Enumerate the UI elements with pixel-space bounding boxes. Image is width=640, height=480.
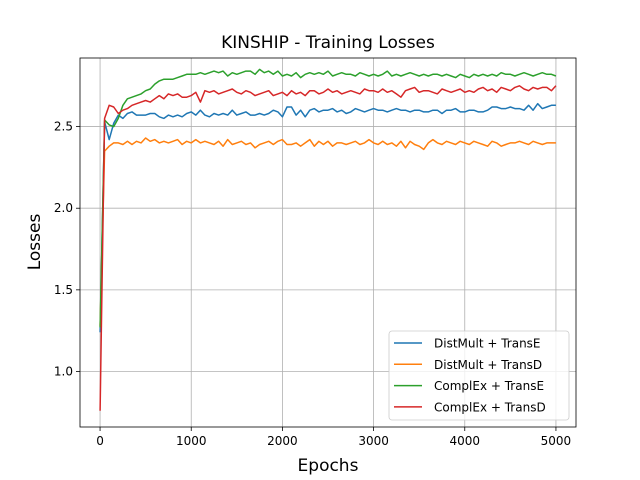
series-lines xyxy=(99,68,557,411)
series-line-2 xyxy=(99,137,556,326)
legend-label: DistMult + TransD xyxy=(434,358,542,372)
y-tick-label: 1.0 xyxy=(54,364,73,378)
series-line-3 xyxy=(99,68,557,328)
x-tick-label: 0 xyxy=(96,434,104,448)
legend-box xyxy=(388,330,570,421)
legend-label: ComplEx + TransE xyxy=(434,379,544,393)
y-axis-label: Losses xyxy=(25,214,45,271)
legend-entries: DistMult + TransE DistMult + TransD ComplE… xyxy=(394,337,546,414)
x-axis-ticks: 0 1000 2000 3000 4000 5000 xyxy=(96,427,571,448)
legend-label: ComplEx + TransD xyxy=(434,400,546,414)
y-tick-label: 1.5 xyxy=(54,283,73,297)
x-axis-label: Epochs xyxy=(298,456,359,476)
y-tick-label: 2.0 xyxy=(54,201,73,215)
legend: DistMult + TransE DistMult + TransD ComplE… xyxy=(388,330,570,421)
y-axis-ticks: 1.0 1.5 2.0 2.5 xyxy=(54,120,80,378)
y-tick-label: 2.5 xyxy=(54,120,73,134)
x-tick-label: 3000 xyxy=(358,434,389,448)
x-tick-label: 2000 xyxy=(267,434,298,448)
plot-frame xyxy=(79,57,577,428)
series-line-1 xyxy=(99,102,556,333)
x-tick-label: 4000 xyxy=(449,434,480,448)
x-tick-label: 5000 xyxy=(541,434,572,448)
legend-label: DistMult + TransE xyxy=(434,337,541,351)
series-line-4 xyxy=(99,85,557,411)
x-tick-label: 1000 xyxy=(176,434,207,448)
chart-title: KINSHIP - Training Losses xyxy=(221,33,435,53)
